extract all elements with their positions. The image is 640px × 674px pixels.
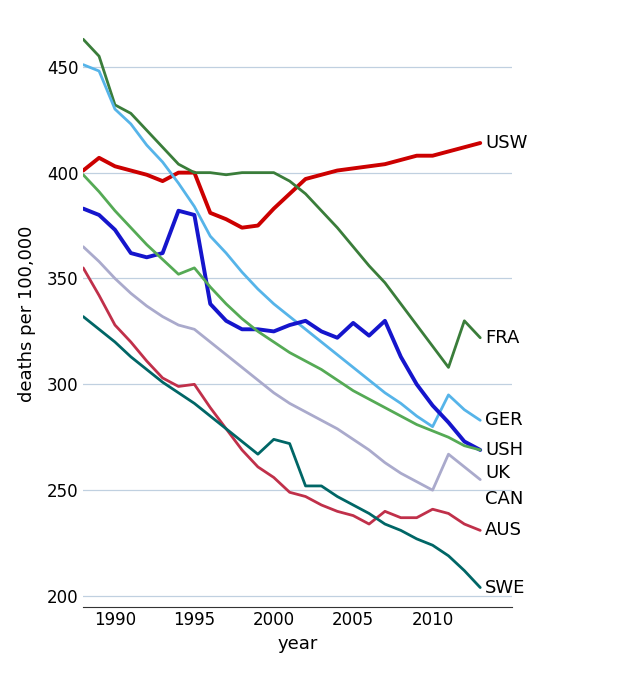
Text: UK: UK: [485, 464, 510, 482]
Y-axis label: deaths per 100,000: deaths per 100,000: [18, 225, 36, 402]
Text: USW: USW: [485, 134, 527, 152]
Text: USH: USH: [485, 441, 523, 459]
X-axis label: year: year: [277, 635, 318, 653]
Text: AUS: AUS: [485, 522, 522, 539]
Text: FRA: FRA: [485, 329, 520, 346]
Text: GER: GER: [485, 411, 523, 429]
Text: SWE: SWE: [485, 578, 525, 596]
Text: CAN: CAN: [485, 489, 524, 508]
